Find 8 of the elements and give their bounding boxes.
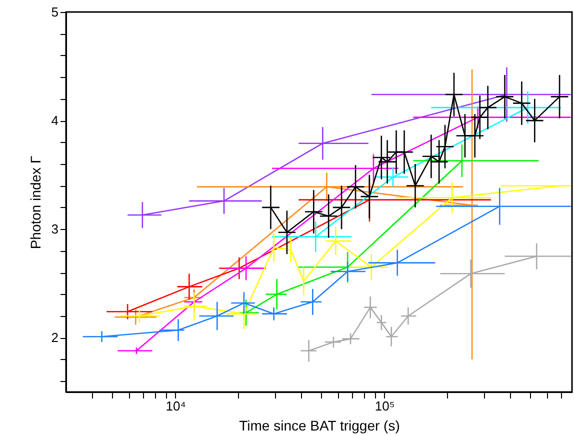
x-tick-label: 10⁵	[374, 398, 395, 414]
x-tick-label: 10⁴	[166, 398, 186, 414]
x-axis-title: Time since BAT trigger (s)	[239, 418, 400, 434]
y-axis-title: Photon index Γ	[27, 156, 44, 250]
y-tick-label: 4	[51, 113, 58, 128]
y-tick-label: 3	[51, 222, 58, 237]
y-tick-label: 2	[51, 330, 58, 346]
y-tick-label: 5	[51, 4, 58, 20]
